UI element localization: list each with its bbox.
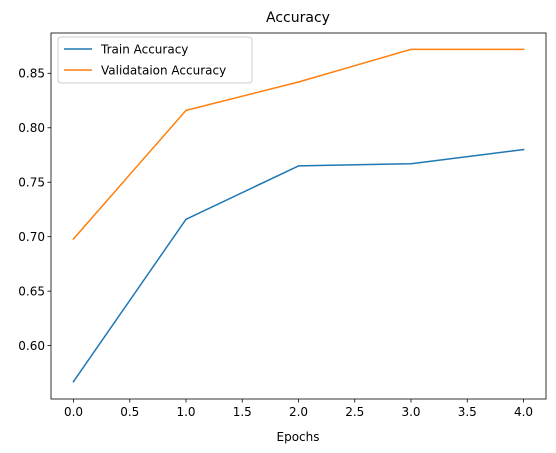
series-1-point-4 <box>522 48 525 51</box>
x-tick-label-5: 2.5 <box>345 405 364 419</box>
series-1-point-1 <box>185 109 187 112</box>
y-tick-label-5: 0.85 <box>18 67 45 81</box>
x-axis-title: Epochs <box>277 430 320 444</box>
series-0-point-3 <box>410 162 412 165</box>
x-tick-label-3: 1.5 <box>233 405 252 419</box>
x-tick-label-6: 3.0 <box>401 405 420 419</box>
chart-title: Accuracy <box>266 10 330 26</box>
x-tick-label-0: 0.0 <box>64 405 83 419</box>
series-1-point-2 <box>297 81 300 83</box>
x-tick-label-1: 0.5 <box>120 405 139 419</box>
legend-label-1: Validataion Accuracy <box>101 63 226 77</box>
series-0-point-4 <box>522 148 525 151</box>
series-1-point-3 <box>410 48 412 51</box>
x-tick-label-2: 1.0 <box>176 405 195 419</box>
x-tick-label-4: 2.0 <box>289 405 308 419</box>
x-tick-label-7: 3.5 <box>458 405 477 419</box>
series-1-point-0 <box>72 238 75 240</box>
plot-area-frame <box>50 32 547 400</box>
series-0-point-2 <box>297 165 300 167</box>
y-tick-label-2: 0.70 <box>18 230 45 244</box>
y-tick-label-0: 0.60 <box>18 339 45 353</box>
legend-box <box>57 36 253 84</box>
series-line-0 <box>72 148 525 383</box>
y-tick-label-4: 0.80 <box>18 121 45 135</box>
series-0-point-0 <box>72 380 75 383</box>
y-tick-label-3: 0.75 <box>18 176 45 190</box>
y-tick-label-1: 0.65 <box>18 284 45 298</box>
series-0-point-1 <box>185 218 187 221</box>
x-tick-label-8: 4.0 <box>514 405 533 419</box>
legend-label-0: Train Accuracy <box>100 42 188 56</box>
